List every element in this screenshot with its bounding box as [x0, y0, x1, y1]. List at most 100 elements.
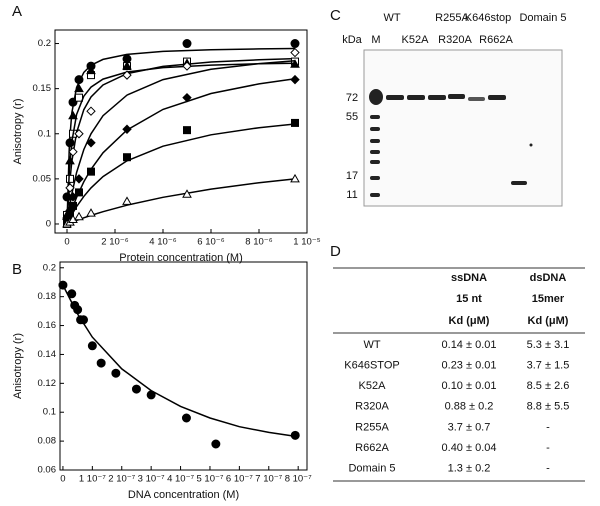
y-tick-label: 0.15: [33, 83, 52, 94]
row-label: R255A: [355, 421, 389, 433]
table-cell: -: [546, 442, 550, 454]
point: [74, 75, 84, 85]
point: [181, 413, 191, 423]
point: [122, 196, 132, 205]
point: [290, 47, 300, 58]
fit-curve: [62, 284, 299, 438]
point: [122, 70, 132, 80]
plot-frame: [54, 29, 308, 234]
y-tick-label: 0.2: [38, 38, 51, 49]
point: [74, 83, 84, 93]
fit-curve: [66, 77, 296, 225]
table-cell: 8.8 ± 5.5: [527, 401, 570, 413]
lane-label: Domain 5: [519, 12, 566, 24]
point: [96, 358, 106, 368]
band: [370, 139, 380, 143]
x-tick-label: 2 10⁻⁷: [108, 474, 136, 485]
band: [511, 181, 527, 185]
fit-curve: [66, 178, 296, 225]
point: [182, 39, 192, 49]
point: [75, 93, 83, 102]
point: [122, 61, 132, 70]
table-cell: -: [546, 463, 550, 475]
table-cell: 0.88 ± 0.2: [445, 401, 494, 413]
y-tick-label: 0.2: [43, 262, 56, 273]
point: [211, 439, 221, 449]
point: [74, 174, 84, 184]
x-tick-label: 2 10⁻⁶: [101, 237, 129, 248]
spot: [529, 143, 533, 147]
marker-label: 55: [346, 111, 358, 123]
point: [182, 61, 192, 71]
table-cell: 0.14 ± 0.01: [442, 339, 497, 351]
fit-curve: [66, 47, 296, 225]
point: [79, 315, 89, 325]
marker-label: 17: [346, 170, 358, 182]
x-axis-label: Protein concentration (M): [119, 252, 243, 264]
y-tick-label: 0.1: [43, 407, 56, 418]
band: [370, 127, 380, 131]
lane-label: WT: [383, 12, 400, 24]
point: [146, 390, 156, 400]
table-cell: 0.40 ± 0.04: [442, 442, 497, 454]
band: [468, 97, 485, 101]
band: [369, 89, 383, 105]
point: [86, 208, 96, 217]
point: [290, 74, 300, 85]
x-tick-label: 7 10⁻⁷: [255, 474, 283, 485]
point: [182, 92, 192, 103]
point: [74, 129, 84, 139]
x-tick-label: 8 10⁻⁶: [245, 237, 273, 248]
point: [290, 430, 300, 440]
point: [291, 118, 299, 127]
column-unit: Kd (μM): [528, 315, 569, 327]
y-tick-label: 0.1: [38, 128, 51, 139]
y-tick-label: 0.12: [38, 378, 57, 389]
row-label: R320A: [355, 401, 389, 413]
y-tick-label: 0.05: [33, 173, 52, 184]
x-tick-label: 1 10⁻⁵: [293, 237, 321, 248]
band: [370, 150, 380, 154]
table-cell: 3.7 ± 0.7: [448, 421, 491, 433]
table-cell: 1.3 ± 0.2: [448, 463, 491, 475]
lane-label: K52A: [402, 34, 430, 46]
column-unit: Kd (μM): [449, 315, 490, 327]
x-tick-label: 5 10⁻⁷: [196, 474, 224, 485]
x-tick-label: 1 10⁻⁷: [79, 474, 107, 485]
lane-label: M: [371, 34, 380, 46]
table-cell: 0.23 ± 0.01: [442, 360, 497, 372]
point: [87, 341, 97, 351]
point: [68, 110, 78, 120]
point: [67, 289, 77, 299]
table-cell: 3.7 ± 1.5: [527, 360, 570, 372]
y-tick-label: 0.18: [38, 291, 57, 302]
row-label: K52A: [359, 380, 387, 392]
column-header: ssDNA: [451, 272, 487, 284]
x-tick-label: 8 10⁻⁷: [285, 474, 313, 485]
lane-label: R320A: [438, 34, 472, 46]
panel-label: A: [12, 3, 22, 20]
lane-label: R255A: [435, 12, 469, 24]
point: [74, 211, 84, 221]
row-label: Domain 5: [348, 463, 395, 475]
x-tick-label: 0: [64, 237, 69, 248]
band: [407, 95, 425, 100]
band: [386, 95, 404, 100]
y-tick-label: 0.14: [38, 349, 57, 360]
row-label: K646STOP: [344, 360, 399, 372]
band: [488, 95, 506, 100]
point: [123, 153, 131, 162]
y-tick-label: 0.06: [38, 465, 57, 476]
point: [68, 147, 78, 157]
y-tick-label: 0: [46, 218, 51, 229]
point: [66, 174, 74, 183]
point: [75, 188, 83, 197]
y-tick-label: 0.08: [38, 436, 57, 447]
panel-label: B: [12, 261, 22, 278]
point: [290, 59, 300, 68]
column-subheader: 15 nt: [456, 293, 482, 305]
band: [370, 115, 380, 119]
x-tick-label: 4 10⁻⁷: [167, 474, 195, 485]
panel-label: D: [330, 243, 341, 260]
